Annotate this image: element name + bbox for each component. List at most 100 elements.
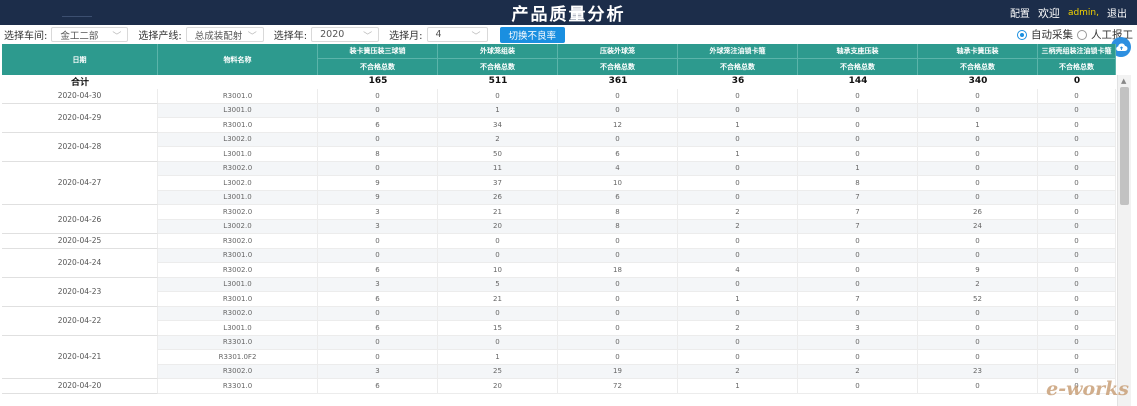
table-row[interactable]: R3001.0 0 0 0 0 0 0 0 (2, 89, 1116, 104)
defect-count-cell: 0 (1038, 321, 1116, 336)
defect-count-cell: 0 (798, 263, 918, 278)
material-cell: L3001.0 (158, 147, 318, 162)
filter-bar: 选择车间: 金工二部 ﹀ 选择产线: 总成装配射 ﹀ 选择年: 2020 ﹀ 选… (0, 25, 1137, 44)
scroll-up-arrow-icon[interactable]: ▲ (1121, 77, 1127, 85)
defect-count-cell: 2 (918, 277, 1038, 292)
defect-count-cell: 0 (1038, 234, 1116, 249)
defect-count-cell: 1 (678, 147, 798, 162)
date-cell: 2020-04-23 (2, 277, 158, 307)
defect-count-cell: 20 (438, 219, 558, 234)
table-row[interactable]: L3001.0 0 1 0 0 0 0 0 (2, 103, 1116, 118)
table-row[interactable]: L3001.0 8 50 6 1 0 0 0 (2, 147, 1116, 162)
defect-count-cell: 0 (1038, 263, 1116, 278)
defect-count-cell: 0 (438, 306, 558, 321)
table-row[interactable]: R3002.0 0 0 0 0 0 0 0 (2, 306, 1116, 321)
defect-count-cell: 21 (438, 292, 558, 307)
table-row[interactable]: R3001.0 6 21 0 1 7 52 0 (2, 292, 1116, 307)
material-cell: R3301.0F2 (158, 350, 318, 365)
defect-count-cell: 0 (558, 335, 678, 350)
defect-count-cell: 8 (558, 219, 678, 234)
month-select[interactable]: 4 ﹀ (426, 27, 488, 42)
defect-count-cell: 0 (1038, 161, 1116, 176)
defect-count-cell: 8 (558, 205, 678, 220)
defect-count-cell: 7 (798, 292, 918, 307)
defect-count-cell: 1 (438, 103, 558, 118)
defect-count-cell: 18 (558, 263, 678, 278)
defect-count-cell: 0 (918, 190, 1038, 205)
table-row[interactable]: R3301.0 0 0 0 0 0 0 0 (2, 335, 1116, 350)
defect-count-cell: 0 (1038, 219, 1116, 234)
table-row[interactable]: L3001.0 3 5 0 0 0 2 0 (2, 277, 1116, 292)
workshop-select[interactable]: 金工二部 ﹀ (51, 27, 129, 42)
station-header: 轴承卡簧压装 (918, 44, 1038, 59)
defect-count-cell: 0 (1038, 89, 1116, 104)
table-row[interactable]: R3002.0 3 21 8 2 7 26 0 (2, 205, 1116, 220)
defect-count-cell: 0 (918, 103, 1038, 118)
table-row[interactable]: R3002.0 0 0 0 0 0 0 0 (2, 234, 1116, 249)
header-left-tab[interactable] (62, 16, 92, 25)
defect-count-cell: 0 (438, 89, 558, 104)
header-user-area: 配置 欢迎 admin, 退出 (1010, 0, 1127, 25)
table-row[interactable]: L3002.0 0 2 0 0 0 0 0 (2, 132, 1116, 147)
defect-count-cell: 26 (918, 205, 1038, 220)
table-row[interactable]: L3002.0 9 37 10 0 8 0 0 (2, 176, 1116, 191)
table-row[interactable]: R3002.0 0 11 4 0 1 0 0 (2, 161, 1116, 176)
year-select[interactable]: 2020 ﹀ (311, 27, 380, 42)
defect-count-cell: 0 (558, 132, 678, 147)
defect-count-cell: 0 (1038, 118, 1116, 133)
defect-count-cell: 21 (438, 205, 558, 220)
material-cell: R3002.0 (158, 364, 318, 379)
station-header: 外球笼注油锁卡箍 (678, 44, 798, 59)
defect-count-cell: 8 (798, 176, 918, 191)
table-row[interactable]: R3301.0F2 0 1 0 0 0 0 0 (2, 350, 1116, 365)
defect-count-cell: 6 (318, 292, 438, 307)
table-row[interactable]: R3002.0 3 25 19 2 2 23 0 (2, 364, 1116, 379)
defect-count-subheader: 不合格总数 (1038, 59, 1116, 75)
radio-auto[interactable] (1017, 29, 1027, 40)
radio-manual[interactable] (1077, 29, 1087, 40)
defect-count-cell: 0 (678, 176, 798, 191)
defect-count-cell: 6 (318, 379, 438, 394)
watermark-logo: e-works (1046, 378, 1129, 400)
material-cell: R3001.0 (158, 292, 318, 307)
cloud-button[interactable] (1111, 37, 1131, 57)
username: admin, (1067, 7, 1099, 18)
material-cell: R3002.0 (158, 205, 318, 220)
table-row[interactable]: R3001.0 6 34 12 1 0 1 0 (2, 118, 1116, 133)
material-cell: L3001.0 (158, 190, 318, 205)
radio-auto-label[interactable]: 自动采集 (1031, 29, 1073, 41)
defect-count-cell: 0 (798, 350, 918, 365)
defect-count-cell: 9 (318, 176, 438, 191)
defect-count-cell: 0 (798, 277, 918, 292)
line-value: 总成装配射 (194, 30, 243, 42)
table-row[interactable]: R3002.0 6 10 18 4 0 9 0 (2, 263, 1116, 278)
defect-count-cell: 0 (1038, 292, 1116, 307)
logout-link[interactable]: 退出 (1107, 9, 1127, 20)
table-row[interactable]: L3002.0 3 20 8 2 7 24 0 (2, 219, 1116, 234)
config-link[interactable]: 配置 (1009, 9, 1030, 20)
table-row[interactable]: R3301.0 6 20 72 1 0 0 0 (2, 379, 1116, 394)
table-row[interactable]: L3001.0 6 15 0 2 3 0 0 (2, 321, 1116, 336)
total-value: 361 (608, 76, 628, 86)
defect-count-cell: 0 (1038, 190, 1116, 205)
scroll-thumb[interactable] (1120, 87, 1129, 205)
table-row[interactable]: L3001.0 9 26 6 0 7 0 0 (2, 190, 1116, 205)
line-select[interactable]: 总成装配射 ﹀ (185, 27, 264, 42)
defect-count-cell: 50 (438, 147, 558, 162)
table-row[interactable]: R3001.0 0 0 0 0 0 0 0 (2, 248, 1116, 263)
toggle-defect-rate-button[interactable]: 切换不良率 (499, 26, 566, 43)
defect-count-cell: 6 (318, 321, 438, 336)
defect-count-cell: 11 (438, 161, 558, 176)
date-cell: 2020-04-29 (2, 103, 158, 133)
total-value: 0 (1073, 76, 1081, 86)
defect-count-cell: 1 (678, 118, 798, 133)
defect-count-cell: 72 (558, 379, 678, 394)
defect-count-cell: 6 (318, 118, 438, 133)
material-cell: L3001.0 (158, 277, 318, 292)
defect-count-cell: 0 (1038, 248, 1116, 263)
defect-count-subheader: 不合格总数 (558, 59, 678, 75)
material-cell: R3301.0 (158, 379, 318, 394)
defect-count-cell: 0 (1038, 350, 1116, 365)
defect-count-cell: 23 (918, 364, 1038, 379)
table-scrollbar[interactable]: ▲ (1117, 75, 1131, 406)
